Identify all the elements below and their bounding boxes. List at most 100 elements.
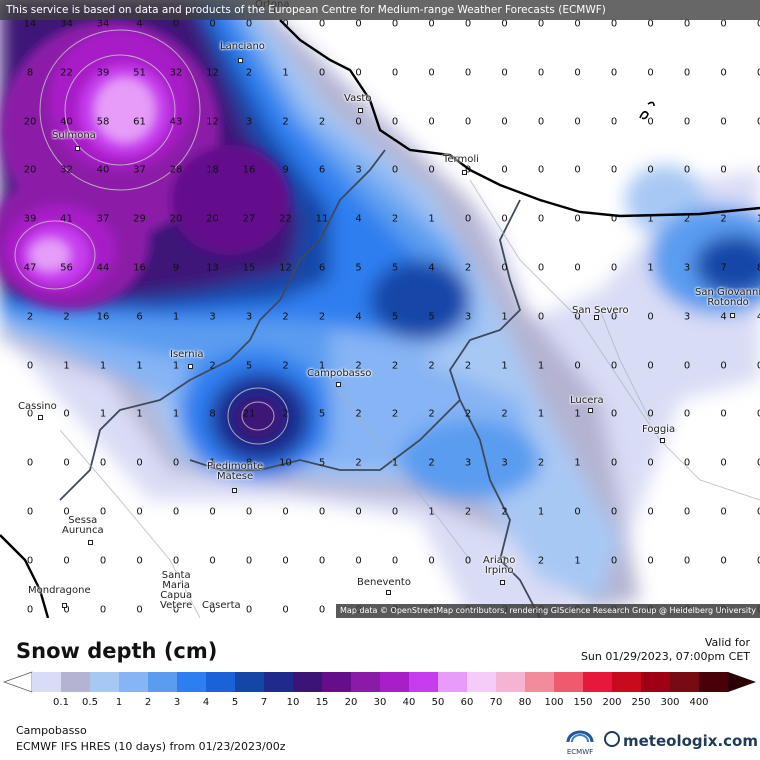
grid-value: 2 <box>391 360 399 372</box>
grid-value: 47 <box>23 262 37 274</box>
grid-value: 0 <box>610 311 618 323</box>
city-marker-icon <box>386 590 391 595</box>
grid-value: 1 <box>757 214 760 225</box>
grid-value: 0 <box>172 555 180 567</box>
grid-value: 1 <box>318 360 326 372</box>
grid-value: 0 <box>610 360 618 372</box>
legend-swatch <box>177 672 207 692</box>
grid-value: 8 <box>757 263 760 274</box>
grid-value: 58 <box>96 116 110 128</box>
grid-value: 2 <box>282 360 289 372</box>
city-label[interactable]: Vasto <box>344 93 372 104</box>
ecmwf-logo-text: ECMWF <box>567 748 593 756</box>
legend-label: 1 <box>115 697 123 708</box>
legend-swatch <box>438 672 468 692</box>
grid-value: 0 <box>610 67 618 79</box>
city-label[interactable]: Mondragone <box>28 585 91 596</box>
grid-value: 2 <box>282 408 289 420</box>
grid-value: 1 <box>647 213 654 225</box>
grid-value: 11 <box>315 213 329 225</box>
grid-value: 2 <box>720 213 727 225</box>
grid-value: 0 <box>647 555 654 567</box>
grid-value: 0 <box>26 457 34 469</box>
grid-value: 0 <box>720 555 727 567</box>
city-label[interactable]: Cassino <box>18 401 57 412</box>
grid-value: 0 <box>757 458 760 469</box>
grid-value: 0 <box>245 506 253 518</box>
grid-value: 2 <box>428 408 435 420</box>
grid-value: 0 <box>610 506 618 518</box>
legend-swatch <box>119 672 149 692</box>
city-label[interactable]: Ariano Irpino <box>483 555 516 576</box>
snow-core <box>0 20 290 440</box>
grid-value: 4 <box>757 311 760 322</box>
grid-value: 8 <box>209 408 216 420</box>
grid-value: 4 <box>428 262 435 274</box>
grid-value: 3 <box>245 116 253 128</box>
city-marker-icon <box>462 170 467 175</box>
valid-time: Sun 01/29/2023, 07:00pm CET <box>580 650 750 663</box>
legend-swatch <box>525 672 555 692</box>
grid-value: 37 <box>96 213 110 225</box>
grid-value: 0 <box>537 67 545 79</box>
grid-value: 0 <box>647 360 654 372</box>
city-label[interactable]: Campobasso <box>307 368 372 379</box>
grid-value: 0 <box>172 506 180 518</box>
grid-value: 0 <box>610 262 618 274</box>
grid-value: 0 <box>99 555 107 567</box>
grid-value: 20 <box>23 164 37 176</box>
grid-value: 0 <box>428 116 435 128</box>
grid-value: 44 <box>96 262 110 274</box>
grid-value: 0 <box>574 311 581 323</box>
legend-label: 7 <box>260 697 268 708</box>
grid-value: 1 <box>391 457 399 469</box>
meteologix-brand[interactable]: meteologix.com <box>604 731 758 750</box>
city-label[interactable]: Sessa Aurunca <box>62 515 104 536</box>
city-marker-icon <box>62 603 67 608</box>
grid-value: 14 <box>23 18 37 30</box>
legend-label: 300 <box>660 697 680 708</box>
grid-value: 29 <box>133 213 146 225</box>
region-borders <box>59 149 541 618</box>
grid-value: 6 <box>318 262 326 274</box>
grid-value: 0 <box>26 506 34 518</box>
grid-value: 0 <box>757 507 760 518</box>
grid-value: 0 <box>610 116 618 128</box>
grid-value: 3 <box>209 311 216 323</box>
grid-value: 0 <box>136 457 143 469</box>
grid-value: 10 <box>279 457 292 469</box>
city-label[interactable]: Isernia <box>170 349 204 360</box>
snow-depth-map[interactable]: 1434344000000000000000008223951321221000… <box>0 0 760 618</box>
legend-label: 40 <box>402 697 416 708</box>
city-marker-icon <box>75 146 80 151</box>
city-label[interactable]: Caserta <box>202 600 241 611</box>
grid-value: 0 <box>647 311 654 323</box>
city-label[interactable]: San Severo <box>572 305 629 316</box>
grid-value: 5 <box>355 262 362 274</box>
city-label[interactable]: San Giovanni Rotondo <box>695 287 760 308</box>
city-label[interactable]: Foggia <box>642 424 676 435</box>
grid-value: 0 <box>683 555 691 567</box>
grid-value: 56 <box>60 262 73 274</box>
grid-value: 0 <box>647 18 654 30</box>
grid-value: 0 <box>464 67 472 79</box>
grid-value: 0 <box>464 164 472 176</box>
city-label[interactable]: Lanciano <box>220 41 265 52</box>
legend-label: 50 <box>431 697 445 708</box>
grid-value: 1 <box>63 360 70 372</box>
city-label[interactable]: Benevento <box>357 577 411 588</box>
grid-value: 0 <box>99 457 107 469</box>
city-label[interactable]: Termoli <box>443 154 479 165</box>
grid-value: 0 <box>172 18 180 30</box>
city-label[interactable]: Sulmona <box>52 130 96 141</box>
city-label[interactable]: Santa Maria Capua Vetere <box>160 570 193 611</box>
grid-value: 0 <box>172 457 180 469</box>
grid-value: 2 <box>63 311 70 323</box>
grid-value: 0 <box>355 506 362 518</box>
city-label[interactable]: Lucera <box>570 395 604 406</box>
grid-value: 0 <box>282 604 289 616</box>
map-attribution[interactable]: Map data © OpenStreetMap contributors, r… <box>336 604 760 618</box>
model-run: ECMWF IFS HRES (10 days) from 01/23/2023… <box>16 740 286 753</box>
city-label[interactable]: Piedimonte Matese <box>207 461 264 482</box>
grid-value: 0 <box>574 213 581 225</box>
